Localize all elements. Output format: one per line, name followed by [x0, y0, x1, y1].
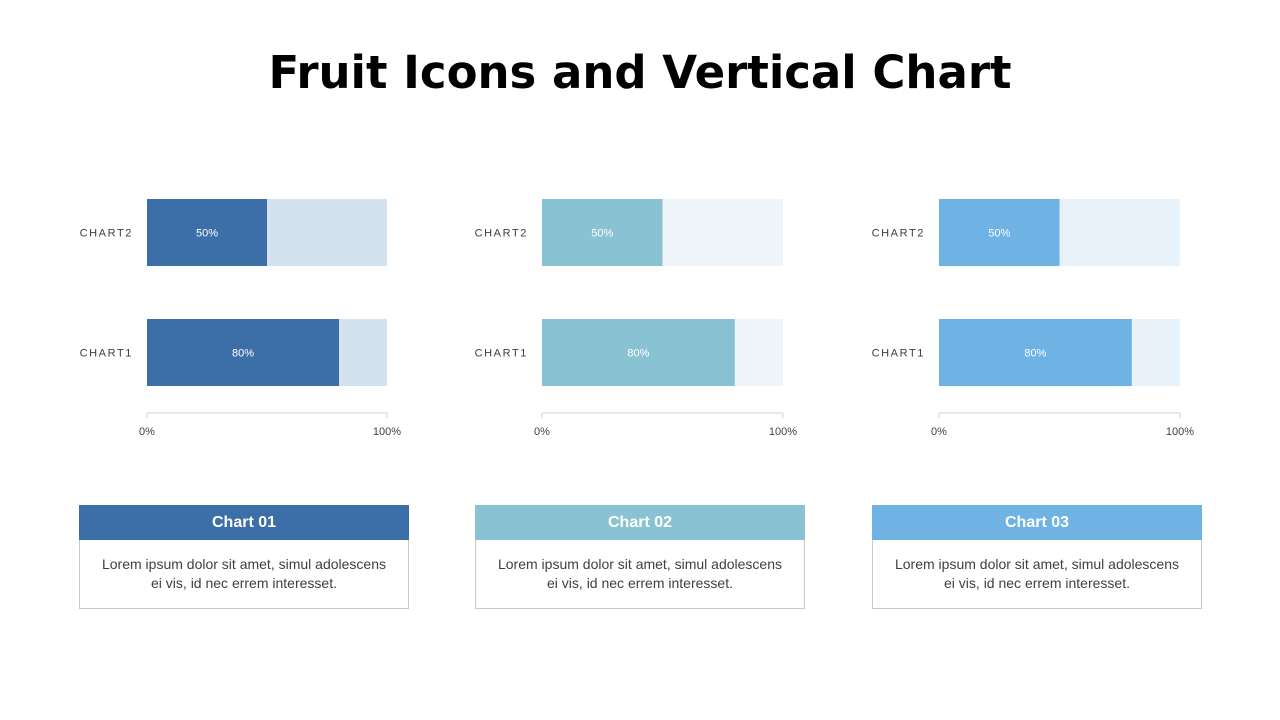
category-label: CHART2: [80, 228, 133, 240]
data-label: 80%: [627, 348, 649, 360]
category-label: CHART1: [80, 348, 133, 360]
data-label: 50%: [591, 228, 613, 240]
data-label: 50%: [988, 228, 1010, 240]
tick-label: 0%: [139, 426, 155, 438]
tick-label: 100%: [1166, 426, 1194, 438]
tick-label: 0%: [931, 426, 947, 438]
card-chart-03: Chart 03 Lorem ipsum dolor sit amet, sim…: [872, 505, 1202, 609]
category-label: CHART2: [475, 228, 528, 240]
tick-label: 100%: [769, 426, 797, 438]
bar-chart2: [147, 199, 267, 266]
card-title: Chart 01: [79, 505, 409, 540]
data-label: 80%: [1024, 348, 1046, 360]
card-title: Chart 02: [475, 505, 805, 540]
bar-chart2: [542, 199, 663, 266]
bar-chart2: [939, 199, 1060, 266]
category-label: CHART1: [475, 348, 528, 360]
data-label: 80%: [232, 348, 254, 360]
card-chart-01: Chart 01 Lorem ipsum dolor sit amet, sim…: [79, 505, 409, 609]
tick-label: 100%: [373, 426, 401, 438]
card-title: Chart 03: [872, 505, 1202, 540]
bar-chart1: [542, 319, 735, 386]
card-chart-02: Chart 02 Lorem ipsum dolor sit amet, sim…: [475, 505, 805, 609]
card-text: Lorem ipsum dolor sit amet, simul adoles…: [79, 540, 409, 609]
bar-chart1: [147, 319, 339, 386]
bar-charts: 50% CHART2 80% CHART1 0% 100% 50% CHART2 80% CHAR…: [80, 199, 1194, 438]
bar-chart1: [939, 319, 1132, 386]
data-label: 50%: [196, 228, 218, 240]
category-label: CHART1: [872, 348, 925, 360]
tick-label: 0%: [534, 426, 550, 438]
category-label: CHART2: [872, 228, 925, 240]
card-text: Lorem ipsum dolor sit amet, simul adoles…: [475, 540, 805, 609]
card-text: Lorem ipsum dolor sit amet, simul adoles…: [872, 540, 1202, 609]
page-title: Fruit Icons and Vertical Chart: [268, 46, 1012, 99]
